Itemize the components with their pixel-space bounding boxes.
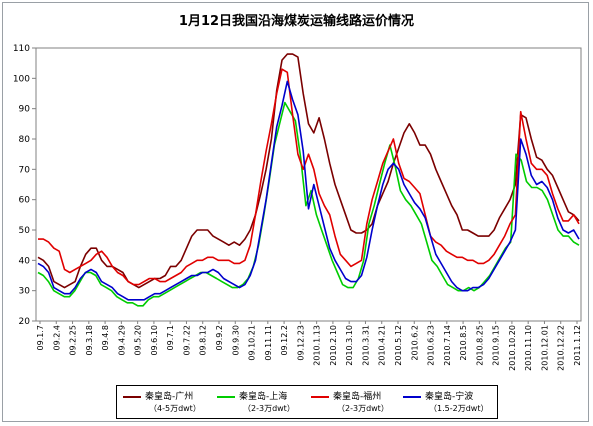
plot-area — [35, 47, 582, 322]
legend-label-shanghai: 秦皇岛-上海 — [239, 392, 288, 402]
x-tick-label: 09.2.4 — [52, 325, 61, 350]
x-tick-label: 2010.6.2 — [410, 325, 419, 361]
legend-item-shanghai: 秦皇岛-上海 （2-3万dwt） — [215, 389, 310, 417]
x-tick-label: 2010.4.21 — [378, 325, 387, 366]
x-tick-label: 09.4.29 — [117, 325, 126, 356]
legend-item-fuzhou: 秦皇岛-福州 （2-3万dwt） — [309, 389, 404, 417]
x-tick-label: 2010.5.12 — [394, 325, 403, 366]
x-tick-label: 09.12.2 — [280, 325, 289, 356]
legend-sub-guangzhou: （4-5万dwt） — [149, 404, 201, 413]
legend: 秦皇岛-广州 （4-5万dwt） 秦皇岛-上海 （2-3万dwt） 秦皇岛-福州… — [116, 385, 498, 419]
x-tick-label: 09.5.20 — [134, 325, 143, 356]
y-tick-label: 60 — [19, 196, 31, 206]
axes: 20 30 40 50 60 70 80 90 100 110 09.1.7 09.2.4 09.2.2… — [13, 44, 582, 371]
y-tick-label: 30 — [19, 287, 31, 297]
x-tick-label: 2010.3.10 — [345, 325, 354, 366]
series-layer — [37, 53, 580, 307]
y-tick-label: 80 — [19, 135, 31, 145]
x-tick-label: 2011.1.12 — [573, 325, 582, 366]
chart-title: 1月12日我国沿海煤炭运输线路运价情况 — [178, 14, 415, 29]
x-tick-label: 2010.9.15 — [492, 325, 501, 366]
x-tick-label: 09.3.18 — [85, 325, 94, 356]
x-tick-label: 09.6.10 — [150, 325, 159, 356]
legend-sub-ningbo: （1.5-2万dwt） — [429, 404, 489, 413]
legend-sub-shanghai: （2-3万dwt） — [243, 404, 295, 413]
x-tick-label: 2010.11.10 — [524, 325, 533, 371]
x-tick-label: 09.12.23 — [296, 325, 305, 361]
legend-item-guangzhou: 秦皇岛-广州 （4-5万dwt） — [121, 389, 216, 417]
legend-sub-fuzhou: （2-3万dwt） — [337, 404, 389, 413]
x-tick-label: 2010.8.5 — [459, 325, 468, 361]
legend-item-ningbo: 秦皇岛-宁波 （1.5-2万dwt） — [401, 389, 496, 417]
x-tick-label: 09.9.30 — [231, 325, 240, 356]
x-tick-label: 09.7.22 — [182, 325, 191, 356]
x-tick-label: 2010.12.01 — [540, 325, 549, 371]
legend-swatch-ningbo — [403, 396, 421, 398]
y-tick-label: 50 — [19, 226, 31, 236]
x-tick-label: 2010.6.23 — [427, 325, 436, 366]
x-tick-label: 2010.10.20 — [508, 325, 517, 371]
x-tick-label: 09.10.21 — [248, 325, 257, 361]
series-line-3 — [37, 80, 580, 301]
x-tick-label: 09.11.11 — [264, 325, 273, 361]
x-tick-label: 09.4.8 — [101, 325, 110, 350]
y-tick-label: 40 — [19, 256, 31, 266]
x-tick-label: 2010.8.25 — [475, 325, 484, 366]
x-tick-label: 2010.3.31 — [361, 325, 370, 366]
x-tick-label: 2010.7.14 — [443, 325, 452, 366]
y-tick-label: 20 — [19, 317, 31, 327]
x-tick-label: 09.8.12 — [199, 325, 208, 356]
y-tick-label: 100 — [13, 74, 30, 84]
x-tick-label: 09.1.7 — [36, 325, 45, 350]
legend-label-guangzhou: 秦皇岛-广州 — [145, 392, 194, 402]
y-tick-label: 110 — [13, 44, 30, 54]
legend-swatch-fuzhou — [311, 396, 329, 398]
y-tick-label: 70 — [19, 165, 31, 175]
legend-swatch-shanghai — [217, 396, 235, 398]
legend-label-ningbo: 秦皇岛-宁波 — [425, 392, 474, 402]
x-tick-label: 09.9.2 — [215, 325, 224, 350]
series-line-2 — [38, 68, 580, 286]
series-line-1 — [37, 101, 580, 307]
legend-swatch-guangzhou — [123, 396, 141, 398]
x-tick-label: 2010.2.10 — [329, 325, 338, 366]
y-tick-label: 90 — [19, 105, 31, 115]
legend-label-fuzhou: 秦皇岛-福州 — [333, 392, 382, 402]
x-tick-label: 09.2.25 — [69, 325, 78, 356]
x-tick-label: 2010.12.22 — [557, 325, 566, 371]
x-tick-label: 09.7.1 — [166, 325, 175, 350]
x-tick-label: 2010.1.13 — [313, 325, 322, 366]
